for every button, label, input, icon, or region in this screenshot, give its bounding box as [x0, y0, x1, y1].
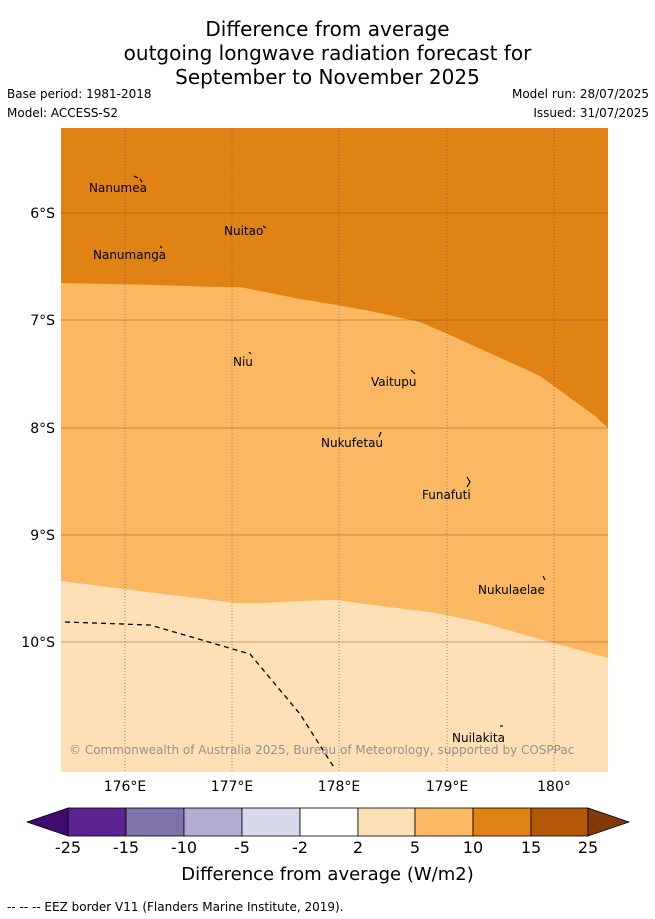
map-title-line-1: Difference from average	[205, 17, 450, 41]
colorbar-tick-15: 15	[520, 838, 542, 857]
lat-label-10s: 10°S	[21, 635, 55, 651]
colorbar-segment-neg15-neg10	[125, 807, 185, 837]
eez-border-legend: -- -- -- EEZ border V11 (Flanders Marine…	[7, 900, 344, 914]
colorbar-tick-neg25: -25	[54, 838, 82, 857]
colorbar-tick-25: 25	[577, 838, 599, 857]
colorbar	[25, 807, 631, 837]
lon-label-176e: 176°E	[104, 779, 147, 795]
model-run-date: Model run: 28/07/2025	[511, 87, 649, 101]
colorbar-label: Difference from average (W/m2)	[181, 864, 474, 885]
model-name: Model: ACCESS-S2	[7, 106, 119, 120]
place-label-funafuti: Funafuti	[422, 488, 471, 502]
colorbar-tick-neg10: -10	[170, 838, 198, 857]
place-label-nanumanga: Nanumanga	[93, 248, 166, 262]
colorbar-segment-neg5-neg2	[241, 807, 301, 837]
colorbar-segment-neg25-neg15	[67, 807, 127, 837]
lon-label-178e: 178°E	[318, 779, 361, 795]
place-label-nuitao: Nuitao	[224, 224, 263, 238]
place-label-nukulaelae: Nukulaelae	[478, 583, 545, 597]
colorbar-tick-2: 2	[352, 838, 364, 857]
forecast-map: Nanumea Nuitao Nanumanga Niu Vaitupu Nuk…	[21, 128, 608, 795]
colorbar-extend-low	[25, 807, 69, 837]
colorbar-extend-high	[587, 807, 631, 837]
latitude-gridlines	[61, 212, 608, 643]
place-labels: Nanumea Nuitao Nanumanga Niu Vaitupu Nuk…	[89, 181, 545, 745]
longitude-labels: 176°E 177°E 178°E 179°E 180°	[104, 779, 571, 795]
latitude-labels: 6°S 7°S 8°S 9°S 10°S	[21, 206, 55, 651]
colorbar-segment-10-15	[472, 807, 532, 837]
colorbar-segment-5-10	[414, 807, 474, 837]
place-label-nukufetau: Nukufetau	[321, 436, 383, 450]
lat-label-7s: 7°S	[30, 313, 55, 329]
colorbar-segment-neg2-2	[299, 807, 359, 837]
lat-label-8s: 8°S	[30, 421, 55, 437]
colorbar-tick-neg2: -2	[292, 838, 308, 857]
copyright-notice: © Commonwealth of Australia 2025, Bureau…	[69, 743, 574, 757]
island-shapes	[133, 175, 546, 727]
colorbar-segment-2-5	[357, 807, 416, 837]
lon-label-179e: 179°E	[426, 779, 469, 795]
colorbar-tick-neg5: -5	[234, 838, 250, 857]
lat-label-6s: 6°S	[30, 206, 55, 222]
anomaly-band-10-to-15	[61, 128, 608, 428]
place-label-nuilakita: Nuilakita	[452, 731, 505, 745]
place-label-nanumea: Nanumea	[89, 181, 147, 195]
map-title-line-2: outgoing longwave radiation forecast for	[123, 41, 532, 65]
colorbar-tick-neg15: -15	[112, 838, 140, 857]
colorbar-tick-5: 5	[409, 838, 421, 857]
map-title-line-3: September to November 2025	[175, 65, 480, 89]
colorbar-segment-15-25	[530, 807, 589, 837]
colorbar-segment-neg10-neg5	[183, 807, 243, 837]
place-label-vaitupu: Vaitupu	[371, 375, 417, 389]
colorbar-tick-10: 10	[462, 838, 484, 857]
lon-label-177e: 177°E	[211, 779, 254, 795]
longitude-gridlines	[124, 128, 555, 772]
lon-label-180: 180°	[537, 779, 571, 795]
lat-label-9s: 9°S	[30, 528, 55, 544]
issued-date: Issued: 31/07/2025	[533, 106, 649, 120]
base-period: Base period: 1981-2018	[7, 87, 152, 101]
place-label-niu: Niu	[233, 355, 253, 369]
eez-border-line	[64, 621, 336, 770]
